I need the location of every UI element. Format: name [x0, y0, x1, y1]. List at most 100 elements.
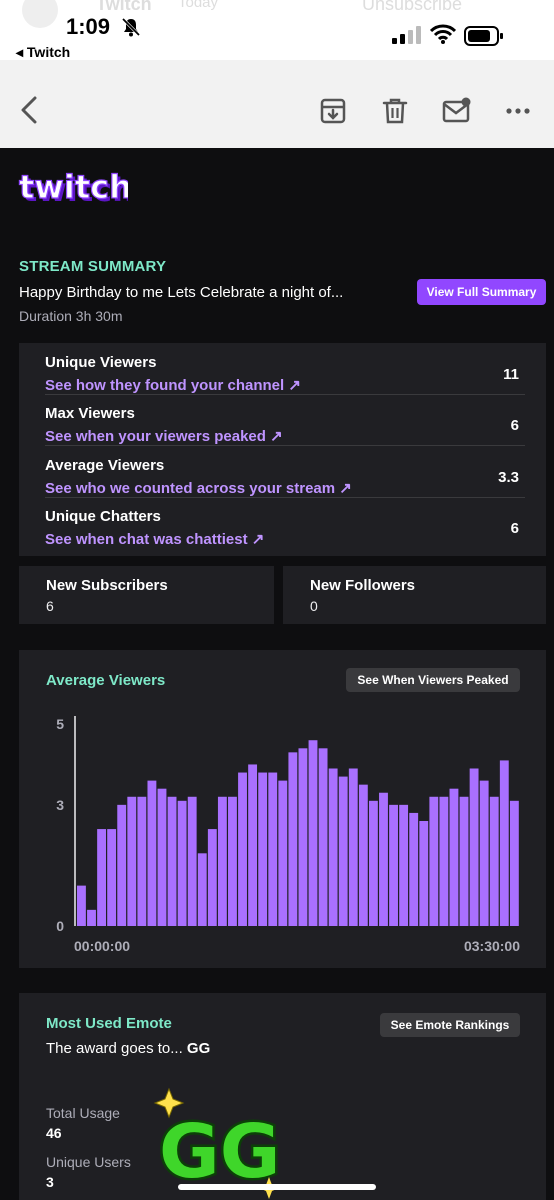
chart-bar — [187, 796, 197, 926]
chart-bar — [127, 796, 137, 926]
gg-emote-image: GG GG — [153, 1087, 279, 1199]
back-chevron-icon[interactable] — [20, 96, 38, 124]
most-used-emote-card: Most Used Emote See Emote Rankings The a… — [19, 993, 546, 1200]
x-start-label: 00:00:00 — [74, 938, 130, 954]
chart-bar — [338, 776, 348, 926]
stat-value: 6 — [510, 520, 519, 537]
chart-bar — [298, 748, 308, 926]
chart-bar — [499, 760, 509, 926]
new-subscribers-value: 6 — [46, 598, 54, 614]
stat-link[interactable]: See when chat was chattiest ↗ — [45, 531, 265, 548]
stat-link[interactable]: See who we counted across your stream ↗ — [45, 480, 352, 497]
unsubscribe-link[interactable]: Unsubscribe — [362, 0, 463, 14]
average-viewers-chart: 0 3 5 00:00:00 03:30:00 — [56, 716, 520, 954]
silent-bell-icon — [121, 17, 141, 37]
chart-bar — [107, 829, 117, 926]
emote-award-text: The award goes to... GG — [46, 1040, 210, 1057]
y-tick-label: 0 — [56, 918, 64, 934]
chart-bar — [228, 796, 237, 926]
chart-bar — [318, 748, 328, 926]
new-followers-value: 0 — [310, 598, 318, 614]
new-subscribers-label: New Subscribers — [46, 577, 168, 594]
more-options-icon[interactable] — [506, 108, 530, 114]
home-indicator — [178, 1184, 376, 1190]
stat-unique-viewers: Unique Viewers See how they found your c… — [45, 343, 525, 395]
divider — [45, 394, 525, 395]
chart-bar — [419, 821, 429, 926]
svg-text:twitch: twitch — [19, 168, 128, 206]
chart-bar — [278, 780, 288, 926]
cellular-signal-icon — [392, 26, 421, 44]
stat-link[interactable]: See when your viewers peaked ↗ — [45, 428, 283, 445]
stream-title: Happy Birthday to me Lets Celebrate a ni… — [19, 284, 344, 301]
svg-text:twitch: twitch — [22, 171, 128, 209]
stat-label: Unique Viewers — [45, 354, 157, 371]
chart-bar — [97, 829, 107, 926]
battery-icon — [464, 26, 503, 46]
chart-bar — [197, 853, 207, 926]
chart-bar — [207, 829, 217, 926]
chart-bar — [308, 740, 318, 926]
chart-bar — [87, 909, 96, 926]
stream-summary-label: STREAM SUMMARY — [19, 258, 167, 275]
unique-users-value: 3 — [46, 1174, 54, 1190]
sender-avatar — [22, 0, 58, 28]
stat-value: 3.3 — [498, 469, 519, 486]
twitch-logo[interactable]: twitch twitch — [18, 168, 128, 210]
chart-bar — [399, 804, 409, 926]
award-prefix: The award goes to... — [46, 1040, 183, 1057]
x-end-label: 03:30:00 — [464, 938, 520, 954]
email-body: twitch twitch STREAM SUMMARY Happy Birth… — [0, 148, 554, 1200]
chart-bar — [167, 796, 177, 926]
chart-bar — [348, 768, 358, 926]
chart-bar — [469, 768, 479, 926]
chart-bar — [117, 804, 127, 926]
divider — [45, 497, 525, 498]
chart-bar — [509, 800, 519, 926]
total-usage-label: Total Usage — [46, 1105, 120, 1121]
chart-bar — [268, 772, 278, 926]
total-usage-value: 46 — [46, 1125, 62, 1141]
chart-bar — [288, 752, 298, 926]
clock: 1:09 — [66, 14, 111, 39]
chart-bar — [147, 780, 157, 926]
new-followers-label: New Followers — [310, 577, 416, 594]
see-when-viewers-peaked-button[interactable]: See When Viewers Peaked — [346, 668, 520, 692]
stat-unique-chatters: Unique Chatters See when chat was chatti… — [45, 497, 525, 549]
mark-unread-icon[interactable] — [442, 97, 472, 123]
stat-label: Unique Chatters — [45, 508, 161, 525]
view-full-summary-button[interactable]: View Full Summary — [417, 279, 546, 305]
chart-bar — [439, 796, 449, 926]
average-viewers-card: Average Viewers See When Viewers Peaked … — [19, 650, 546, 968]
wifi-icon — [430, 24, 456, 44]
mail-toolbar — [0, 60, 554, 148]
stat-average-viewers: Average Viewers See who we counted acros… — [45, 446, 525, 498]
award-emote-name: GG — [186, 1040, 211, 1057]
see-emote-rankings-button[interactable]: See Emote Rankings — [380, 1013, 520, 1037]
chart-bar — [217, 796, 227, 926]
status-bar: Twitch Today Unsubscribe 1:09 ◂ Twitch — [0, 0, 554, 60]
archive-icon[interactable] — [319, 97, 347, 125]
stream-duration: Duration 3h 30m — [19, 308, 123, 324]
chart-bar — [379, 792, 388, 926]
stat-link[interactable]: See how they found your channel ↗ — [45, 377, 301, 394]
new-subscribers-card: New Subscribers 6 — [19, 566, 274, 624]
stats-card: Unique Viewers See how they found your c… — [19, 343, 546, 556]
sender-name: Twitch — [96, 0, 152, 14]
trash-icon[interactable] — [382, 97, 408, 125]
chart-bar — [358, 784, 368, 926]
svg-text:GG: GG — [159, 1109, 279, 1195]
back-to-app-link[interactable]: ◂ Twitch — [16, 44, 71, 60]
stat-label: Max Viewers — [45, 405, 135, 422]
sender-time: Today — [178, 0, 219, 11]
new-followers-card: New Followers 0 — [283, 566, 546, 624]
divider — [45, 445, 525, 446]
chart-bar — [389, 804, 398, 926]
stat-max-viewers: Max Viewers See when your viewers peaked… — [45, 394, 525, 446]
chart-bar — [449, 788, 459, 926]
chart-bar — [137, 796, 147, 926]
chart-bar — [479, 780, 489, 926]
chart-card-title: Average Viewers — [46, 672, 166, 689]
stat-label: Average Viewers — [45, 457, 165, 474]
chart-bar — [248, 764, 258, 926]
